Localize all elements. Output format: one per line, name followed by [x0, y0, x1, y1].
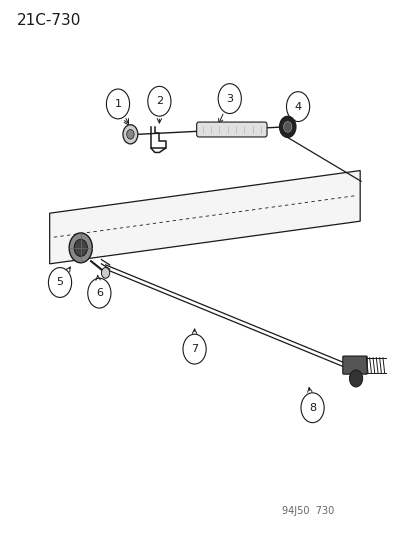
Circle shape	[126, 130, 134, 139]
Circle shape	[123, 125, 138, 144]
Text: 2: 2	[155, 96, 163, 106]
Circle shape	[283, 122, 291, 132]
Text: 94J50  730: 94J50 730	[281, 506, 333, 516]
Text: 1: 1	[114, 99, 121, 109]
FancyBboxPatch shape	[342, 356, 366, 374]
Text: 21C-730: 21C-730	[17, 13, 81, 28]
Text: 3: 3	[226, 94, 233, 103]
Circle shape	[101, 268, 109, 278]
Circle shape	[349, 370, 362, 387]
Text: 8: 8	[308, 403, 316, 413]
FancyBboxPatch shape	[196, 122, 266, 137]
Polygon shape	[50, 171, 359, 264]
Circle shape	[279, 116, 295, 138]
Text: 4: 4	[294, 102, 301, 111]
Text: 7: 7	[190, 344, 198, 354]
Text: 6: 6	[96, 288, 102, 298]
Circle shape	[69, 233, 92, 263]
Circle shape	[74, 239, 87, 256]
Text: 5: 5	[57, 278, 63, 287]
